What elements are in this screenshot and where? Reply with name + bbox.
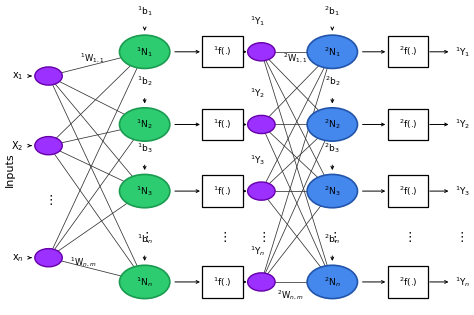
Text: $\vdots$: $\vdots$ xyxy=(218,230,227,243)
Text: $\vdots$: $\vdots$ xyxy=(455,230,464,243)
Text: $^2$b$_2$: $^2$b$_2$ xyxy=(325,74,340,88)
Circle shape xyxy=(307,265,357,299)
Text: $^1$N$_3$: $^1$N$_3$ xyxy=(137,184,153,198)
Text: $^1$Y$_1$: $^1$Y$_1$ xyxy=(250,14,266,28)
FancyBboxPatch shape xyxy=(388,266,428,298)
Text: $^1$b$_2$: $^1$b$_2$ xyxy=(137,74,153,88)
FancyBboxPatch shape xyxy=(202,175,243,207)
Circle shape xyxy=(307,108,357,141)
Text: $\vdots$: $\vdots$ xyxy=(140,230,149,243)
Text: $^1$b$_1$: $^1$b$_1$ xyxy=(137,5,153,19)
Text: $^2$N$_3$: $^2$N$_3$ xyxy=(324,184,341,198)
Text: $\vdots$: $\vdots$ xyxy=(257,230,266,243)
Text: $^1$b$_n$: $^1$b$_n$ xyxy=(137,232,153,246)
Circle shape xyxy=(307,35,357,68)
Text: $^2$f(.): $^2$f(.) xyxy=(399,184,417,198)
Circle shape xyxy=(35,137,62,155)
FancyBboxPatch shape xyxy=(202,266,243,298)
Circle shape xyxy=(247,273,275,291)
Text: $^2$N$_n$: $^2$N$_n$ xyxy=(324,275,341,289)
FancyBboxPatch shape xyxy=(202,109,243,140)
Circle shape xyxy=(247,182,275,200)
Text: x$_1$: x$_1$ xyxy=(12,70,23,82)
Text: $^1$Y$_2$: $^1$Y$_2$ xyxy=(250,86,266,100)
Text: $^2$f(.): $^2$f(.) xyxy=(399,45,417,59)
Text: $^1$Y$_n$: $^1$Y$_n$ xyxy=(455,275,470,289)
Text: $^2$W$_{n,m}$: $^2$W$_{n,m}$ xyxy=(277,289,303,302)
Text: $^1$W$_{1,1}$: $^1$W$_{1,1}$ xyxy=(80,51,104,65)
Text: $\vdots$: $\vdots$ xyxy=(328,230,337,243)
FancyBboxPatch shape xyxy=(388,175,428,207)
Text: $^2$N$_1$: $^2$N$_1$ xyxy=(324,45,341,59)
Text: $^1$N$_1$: $^1$N$_1$ xyxy=(137,45,153,59)
Circle shape xyxy=(119,265,170,299)
Text: $^1$Y$_2$: $^1$Y$_2$ xyxy=(455,117,470,131)
Text: $\vdots$: $\vdots$ xyxy=(44,193,53,207)
Text: $^2$W$_{1,1}$: $^2$W$_{1,1}$ xyxy=(283,51,307,65)
Circle shape xyxy=(35,249,62,267)
Text: $^2$f(.): $^2$f(.) xyxy=(399,275,417,289)
Text: $^2$b$_n$: $^2$b$_n$ xyxy=(324,232,340,246)
Text: $^1$f(.): $^1$f(.) xyxy=(213,45,232,59)
Circle shape xyxy=(119,108,170,141)
Text: $^1$f(.): $^1$f(.) xyxy=(213,275,232,289)
FancyBboxPatch shape xyxy=(202,36,243,67)
Text: x$_n$: x$_n$ xyxy=(12,252,23,264)
Text: $^1$W$_{n,m}$: $^1$W$_{n,m}$ xyxy=(70,255,96,269)
Text: $^1$Y$_3$: $^1$Y$_3$ xyxy=(250,153,266,167)
Text: $^1$Y$_n$: $^1$Y$_n$ xyxy=(250,244,266,258)
Text: $^2$b$_1$: $^2$b$_1$ xyxy=(325,5,340,19)
Circle shape xyxy=(119,35,170,68)
Circle shape xyxy=(35,67,62,85)
Text: $^2$b$_3$: $^2$b$_3$ xyxy=(325,141,340,155)
Text: $^2$N$_2$: $^2$N$_2$ xyxy=(324,117,341,131)
Text: $^1$f(.): $^1$f(.) xyxy=(213,184,232,198)
Text: $^1$Y$_3$: $^1$Y$_3$ xyxy=(455,184,470,198)
Text: $^1$N$_n$: $^1$N$_n$ xyxy=(136,275,153,289)
Text: $^1$f(.): $^1$f(.) xyxy=(213,118,232,131)
Text: $^1$N$_2$: $^1$N$_2$ xyxy=(137,117,153,131)
Circle shape xyxy=(119,175,170,208)
FancyBboxPatch shape xyxy=(388,109,428,140)
Text: $^1$Y$_1$: $^1$Y$_1$ xyxy=(455,45,470,59)
FancyBboxPatch shape xyxy=(388,36,428,67)
Circle shape xyxy=(307,175,357,208)
Circle shape xyxy=(247,43,275,61)
Text: X$_2$: X$_2$ xyxy=(11,139,23,152)
Circle shape xyxy=(247,115,275,134)
Text: $^1$b$_3$: $^1$b$_3$ xyxy=(137,141,153,155)
Text: $\vdots$: $\vdots$ xyxy=(403,230,412,243)
Text: $^2$f(.): $^2$f(.) xyxy=(399,118,417,131)
Text: Inputs: Inputs xyxy=(5,152,15,187)
